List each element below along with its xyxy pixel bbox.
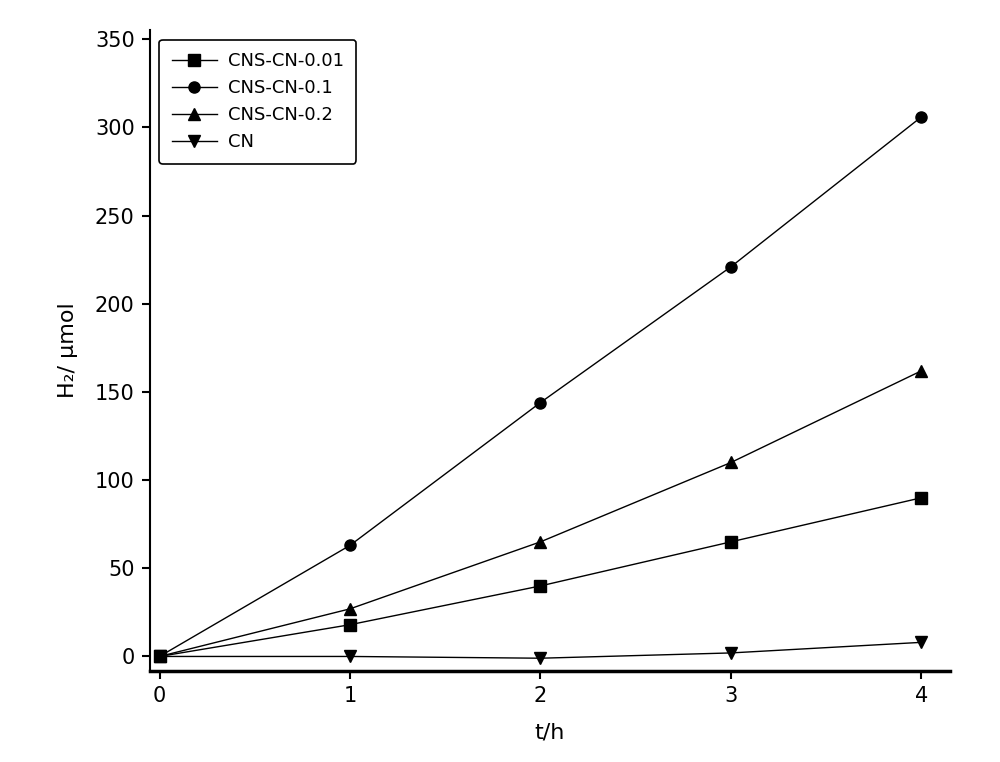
CN (154, 652, 166, 661)
CNS-CN-0.01 (154, 652, 166, 661)
CNS-CN-0.01 (725, 537, 737, 546)
CNS-CN-0.1 (915, 112, 927, 121)
Legend: CNS-CN-0.01, CNS-CN-0.1, CNS-CN-0.2, CN: CNS-CN-0.01, CNS-CN-0.1, CNS-CN-0.2, CN (159, 40, 356, 164)
CNS-CN-0.2 (915, 367, 927, 376)
CN (725, 648, 737, 658)
CNS-CN-0.2 (725, 458, 737, 467)
Line: CNS-CN-0.1: CNS-CN-0.1 (154, 111, 927, 662)
CNS-CN-0.2 (154, 652, 166, 661)
CNS-CN-0.1 (154, 652, 166, 661)
Y-axis label: H₂/ μmol: H₂/ μmol (58, 303, 78, 399)
CNS-CN-0.1 (344, 541, 356, 550)
CN (534, 654, 546, 663)
Line: CN: CN (154, 637, 927, 664)
CNS-CN-0.2 (344, 604, 356, 613)
CNS-CN-0.2 (534, 537, 546, 546)
CNS-CN-0.01 (534, 581, 546, 591)
CNS-CN-0.1 (725, 262, 737, 271)
CN (915, 638, 927, 647)
Line: CNS-CN-0.2: CNS-CN-0.2 (154, 365, 927, 662)
CNS-CN-0.01 (344, 620, 356, 629)
Line: CNS-CN-0.01: CNS-CN-0.01 (154, 492, 927, 662)
CN (344, 652, 356, 661)
X-axis label: t/h: t/h (535, 722, 565, 742)
CNS-CN-0.1 (534, 398, 546, 407)
CNS-CN-0.01 (915, 493, 927, 502)
